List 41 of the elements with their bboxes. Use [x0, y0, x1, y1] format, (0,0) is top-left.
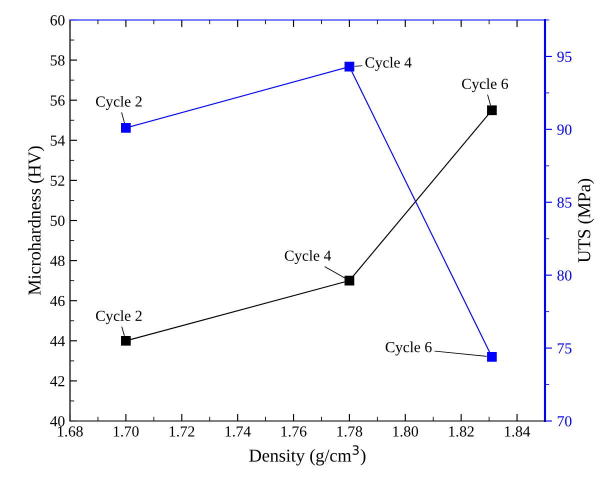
x-tick-label: 1.70 [114, 426, 139, 437]
y2-tick-label: 85 [557, 197, 572, 208]
x-tick-label: 1.68 [58, 426, 83, 437]
data-label: Cycle 6 [462, 78, 508, 92]
point [487, 105, 497, 116]
data-label: Cycle 2 [96, 310, 142, 324]
y-tick-label: 52 [50, 176, 64, 186]
y-tick-label: 60 [50, 15, 65, 26]
y2-tick-label: 80 [557, 270, 572, 281]
point [487, 352, 497, 362]
y-tick-label: 42 [50, 376, 64, 386]
x-tick-label: 1.84 [505, 426, 530, 437]
y-axis-title: Microhardness (HV) [28, 146, 44, 295]
y2-tick-label: 70 [558, 416, 572, 426]
y-tick-label: 50 [50, 216, 65, 226]
point [344, 276, 354, 286]
y-tick-label: 46 [50, 296, 65, 306]
y2-tick-label: 75 [558, 343, 572, 354]
point [344, 62, 354, 72]
x-tick-label: 1.78 [337, 426, 362, 437]
y-tick-label: 54 [50, 136, 65, 146]
y-tick-label: 44 [50, 336, 65, 346]
data-label: Cycle 4 [365, 56, 412, 71]
y-tick-label: 56 [50, 95, 65, 106]
data-label: Cycle 2 [96, 96, 142, 110]
data-label: Cycle 6 [386, 342, 432, 356]
y-tick-label: 58 [50, 55, 65, 66]
x-tick-label: 1.80 [393, 426, 418, 437]
y-tick-label: 48 [50, 256, 65, 266]
data-label: Cycle 4 [284, 250, 332, 264]
y-tick-label: 40 [50, 416, 65, 426]
x-tick-label: 1.72 [170, 426, 194, 437]
x-axis-title: Density (g/cm$^{3}$) [249, 445, 366, 466]
y2-tick-label: 90 [557, 124, 572, 135]
y2-axis-title: UTS (MPa) [578, 178, 594, 262]
x-tick-label: 1.76 [282, 426, 306, 437]
y2-tick-label: 95 [557, 52, 572, 62]
point [121, 336, 131, 346]
x-tick-label: 1.74 [226, 426, 251, 437]
x-tick-label: 1.82 [449, 426, 474, 437]
point [121, 123, 131, 133]
